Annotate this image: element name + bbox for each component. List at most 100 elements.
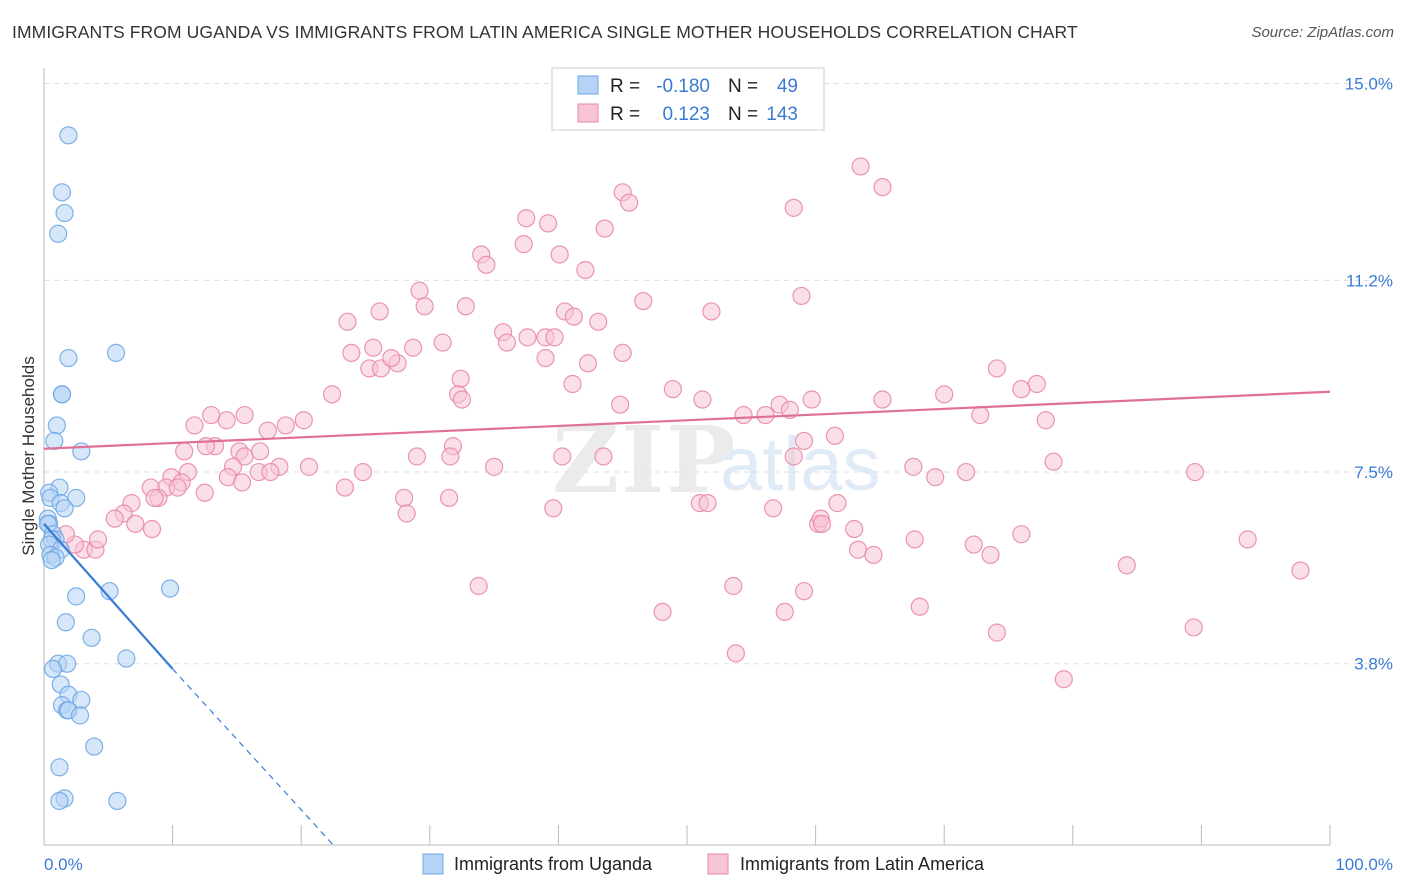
latin-america-point xyxy=(1238,530,1257,549)
latin-america-point xyxy=(175,442,194,461)
latin-america-point xyxy=(1027,374,1046,394)
latin-america-point xyxy=(353,462,373,482)
stats-n-value-latin-america: 143 xyxy=(766,104,798,125)
uganda-point xyxy=(100,582,119,601)
y-tick-labels: 3.8% 7.5% 11.2% 15.0% xyxy=(1345,75,1393,674)
uganda-trendline-extension xyxy=(172,668,334,846)
latin-america-point xyxy=(964,535,983,554)
latin-america-point xyxy=(514,235,533,254)
latin-america-point xyxy=(663,380,682,399)
latin-america-point xyxy=(987,623,1007,642)
uganda-points xyxy=(38,126,180,811)
legend-swatch-latin-america xyxy=(707,853,729,875)
latin-america-point xyxy=(904,457,923,476)
uganda-point xyxy=(47,416,66,435)
latin-america-point xyxy=(971,405,990,425)
latin-america-point xyxy=(780,400,799,419)
latin-america-points xyxy=(56,157,1310,689)
latin-america-point xyxy=(634,292,653,311)
uganda-point xyxy=(52,183,72,202)
uganda-point xyxy=(67,587,86,606)
latin-america-point xyxy=(1054,670,1073,689)
latin-america-point xyxy=(517,209,536,228)
latin-america-point xyxy=(956,462,976,482)
stats-n-label-uganda: N = xyxy=(728,76,758,97)
latin-america-point xyxy=(1184,618,1203,637)
legend-swatch-uganda xyxy=(422,853,444,875)
latin-america-point xyxy=(545,328,564,347)
latin-america-point xyxy=(536,348,555,368)
uganda-point xyxy=(43,659,63,678)
latin-america-trendline xyxy=(43,390,1331,450)
latin-america-point xyxy=(105,509,124,528)
latin-america-point xyxy=(1044,452,1063,471)
latin-america-point xyxy=(578,354,598,373)
latin-america-point xyxy=(397,504,416,523)
y-tick-label: 3.8% xyxy=(1354,655,1393,674)
latin-america-point xyxy=(1012,380,1031,399)
uganda-point xyxy=(45,431,64,451)
latin-america-point xyxy=(518,328,537,347)
latin-america-point xyxy=(1036,411,1055,430)
latin-america-point xyxy=(564,307,583,326)
uganda-point xyxy=(72,442,91,461)
latin-america-point xyxy=(775,602,794,622)
latin-america-point xyxy=(403,338,423,357)
chart-title: IMMIGRANTS FROM UGANDA VS IMMIGRANTS FRO… xyxy=(12,22,1078,42)
latin-america-point xyxy=(1185,462,1205,482)
latin-america-point xyxy=(451,369,470,388)
latin-america-point xyxy=(864,545,883,565)
latin-america-point xyxy=(594,447,613,466)
latin-america-point xyxy=(258,421,277,440)
latin-america-point xyxy=(439,488,459,508)
latin-america-point xyxy=(294,411,313,430)
y-tick-label: 11.2% xyxy=(1346,271,1393,290)
latin-america-point xyxy=(734,405,753,425)
latin-america-point xyxy=(794,431,814,451)
legend-label-uganda: Immigrants from Uganda xyxy=(454,854,653,874)
stats-swatch-uganda xyxy=(577,75,599,95)
latin-america-point xyxy=(364,338,383,357)
latin-america-point xyxy=(851,157,870,176)
latin-america-point xyxy=(394,488,414,508)
uganda-point xyxy=(70,706,90,725)
latin-america-point xyxy=(693,390,712,409)
latin-america-point xyxy=(126,514,145,533)
latin-america-point xyxy=(261,462,280,482)
uganda-point xyxy=(52,385,72,404)
latin-america-point xyxy=(452,390,472,409)
latin-america-point xyxy=(828,494,847,513)
latin-america-point xyxy=(1012,525,1031,544)
latin-america-point xyxy=(342,343,361,362)
latin-america-point xyxy=(441,447,460,466)
latin-america-point xyxy=(299,457,319,476)
latin-america-point xyxy=(905,530,924,549)
latin-america-point xyxy=(611,395,630,414)
x-tick-label-max: 100.0% xyxy=(1335,855,1393,874)
latin-america-point xyxy=(595,219,614,238)
latin-america-point xyxy=(620,193,639,212)
gridlines xyxy=(44,83,1390,665)
latin-america-point xyxy=(410,281,429,300)
latin-america-point xyxy=(987,359,1007,378)
latin-america-point xyxy=(794,582,814,601)
latin-america-point xyxy=(1117,556,1136,575)
latin-america-point xyxy=(589,312,608,331)
uganda-point xyxy=(106,343,126,362)
latin-america-point xyxy=(250,442,270,461)
latin-america-point xyxy=(812,514,832,533)
latin-america-point xyxy=(142,519,162,539)
latin-america-point xyxy=(981,545,1000,565)
latin-america-point xyxy=(653,602,672,622)
latin-america-point xyxy=(825,426,844,445)
latin-america-point xyxy=(756,405,775,425)
trendlines xyxy=(43,390,1331,846)
latin-america-point xyxy=(848,540,868,559)
latin-america-point xyxy=(764,499,783,518)
uganda-point xyxy=(117,649,136,668)
latin-america-point xyxy=(168,478,187,497)
uganda-point xyxy=(85,737,104,756)
latin-america-point xyxy=(539,214,558,233)
latin-america-point xyxy=(576,260,595,280)
